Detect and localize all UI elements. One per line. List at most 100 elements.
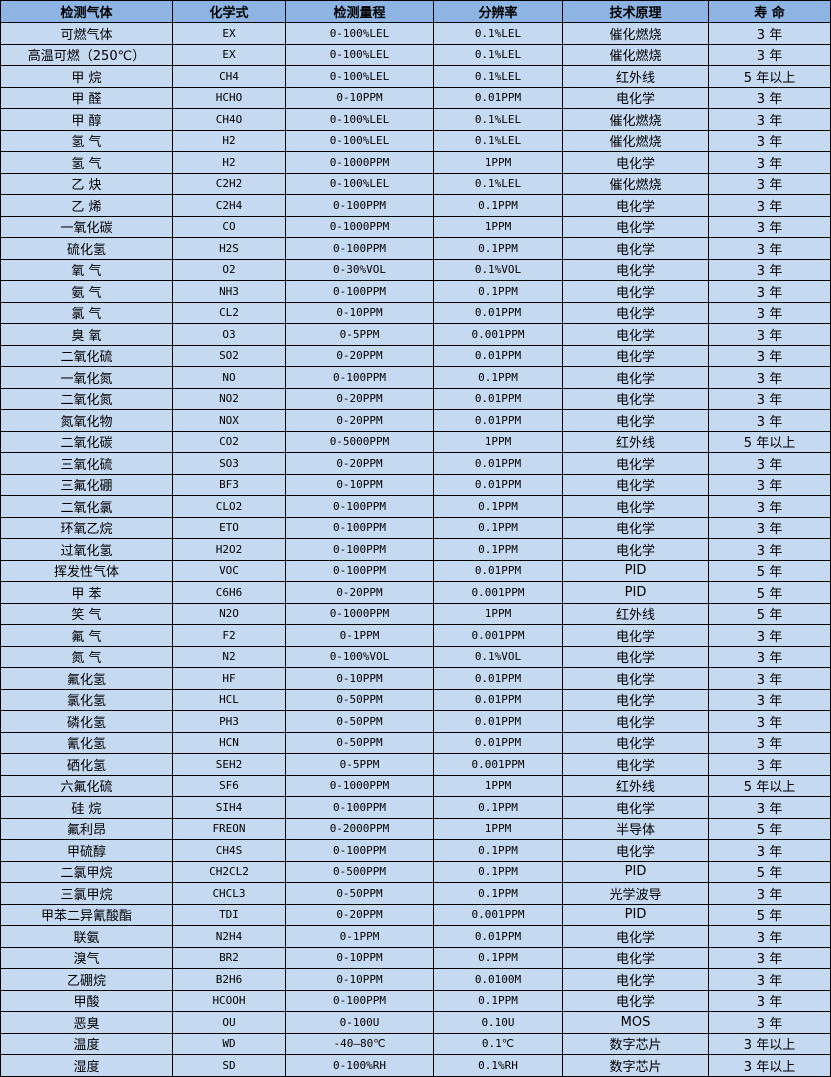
gas-name-cell: 磷化氢	[0, 710, 173, 733]
gas-name-cell: 甲硫醇	[0, 839, 173, 862]
formula-cell: WD	[172, 1032, 286, 1055]
gas-name-cell: 环氧乙烷	[0, 516, 173, 539]
resolution-cell: 0.1PPM	[433, 237, 563, 260]
lifetime-cell: 3 年	[708, 839, 831, 862]
range-cell: 0-1000PPM	[285, 602, 434, 625]
range-cell: 0-100PPM	[285, 796, 434, 819]
lifetime-cell: 3 年	[708, 645, 831, 668]
table-row: 氮 气 N2 0-100%VOL 0.1%VOL 电化学 3 年	[0, 645, 831, 668]
range-cell: 0-10PPM	[285, 473, 434, 496]
table-row: 高温可燃（250℃） EX 0-100%LEL 0.1%LEL 催化燃烧 3 年	[0, 43, 831, 66]
range-cell: 0-100%VOL	[285, 645, 434, 668]
gas-name-cell: 甲苯二异氰酸酯	[0, 903, 173, 926]
table-row: 二氧化氯 CLO2 0-100PPM 0.1PPM 电化学 3 年	[0, 495, 831, 518]
lifetime-cell: 5 年	[708, 602, 831, 625]
table-row: 一氧化碳 CO 0-1000PPM 1PPM 电化学 3 年	[0, 215, 831, 238]
lifetime-cell: 5 年以上	[708, 65, 831, 88]
range-cell: 0-500PPM	[285, 860, 434, 883]
table-row: 过氧化氢 H2O2 0-100PPM 0.1PPM 电化学 3 年	[0, 538, 831, 561]
resolution-cell: 0.01PPM	[433, 452, 563, 475]
lifetime-cell: 3 年	[708, 409, 831, 432]
resolution-cell: 1PPM	[433, 774, 563, 797]
lifetime-cell: 5 年	[708, 860, 831, 883]
resolution-cell: 0.001PPM	[433, 753, 563, 776]
resolution-cell: 0.1PPM	[433, 516, 563, 539]
resolution-cell: 0.1PPM	[433, 538, 563, 561]
resolution-cell: 0.001PPM	[433, 624, 563, 647]
gas-name-cell: 二氧化氮	[0, 387, 173, 410]
formula-cell: C6H6	[172, 581, 286, 604]
range-cell: 0-20PPM	[285, 387, 434, 410]
formula-cell: HCOOH	[172, 989, 286, 1012]
gas-name-cell: 甲 苯	[0, 581, 173, 604]
lifetime-cell: 3 年	[708, 129, 831, 152]
lifetime-cell: 3 年	[708, 538, 831, 561]
lifetime-cell: 3 年	[708, 86, 831, 109]
lifetime-cell: 3 年	[708, 753, 831, 776]
range-cell: 0-100%RH	[285, 1054, 434, 1077]
lifetime-cell: 3 年	[708, 280, 831, 303]
principle-cell: MOS	[562, 1011, 709, 1034]
principle-cell: 电化学	[562, 301, 709, 324]
gas-name-cell: 恶臭	[0, 1011, 173, 1034]
formula-cell: SEH2	[172, 753, 286, 776]
header-gas: 检测气体	[0, 0, 173, 23]
table-row: 二氧化氮 NO2 0-20PPM 0.01PPM 电化学 3 年	[0, 387, 831, 410]
range-cell: 0-20PPM	[285, 409, 434, 432]
formula-cell: H2	[172, 151, 286, 174]
lifetime-cell: 3 年	[708, 258, 831, 281]
range-cell: 0-20PPM	[285, 903, 434, 926]
resolution-cell: 0.01PPM	[433, 710, 563, 733]
resolution-cell: 0.01PPM	[433, 559, 563, 582]
lifetime-cell: 5 年	[708, 903, 831, 926]
header-row: 检测气体 化学式 检测量程 分辨率 技术原理寿 命	[0, 0, 831, 23]
formula-cell: O2	[172, 258, 286, 281]
resolution-cell: 0.1%VOL	[433, 258, 563, 281]
gas-name-cell: 氮氧化物	[0, 409, 173, 432]
resolution-cell: 1PPM	[433, 430, 563, 453]
table-row: 挥发性气体 VOC 0-100PPM 0.01PPM PID 5 年	[0, 559, 831, 582]
header-lifetime: 寿 命	[708, 0, 831, 23]
principle-cell: 电化学	[562, 151, 709, 174]
principle-cell: 电化学	[562, 710, 709, 733]
principle-cell: 电化学	[562, 409, 709, 432]
formula-cell: CH4S	[172, 839, 286, 862]
formula-cell: H2O2	[172, 538, 286, 561]
gas-name-cell: 氯化氢	[0, 688, 173, 711]
range-cell: 0-100%LEL	[285, 43, 434, 66]
table-row: 氨 气 NH3 0-100PPM 0.1PPM 电化学 3 年	[0, 280, 831, 303]
table-row: 氟利昂 FREON 0-2000PPM 1PPM 半导体 5 年	[0, 817, 831, 840]
formula-cell: F2	[172, 624, 286, 647]
range-cell: 0-100PPM	[285, 237, 434, 260]
table-row: 氧 气 O2 0-30%VOL 0.1%VOL 电化学 3 年	[0, 258, 831, 281]
table-row: 硒化氢 SEH2 0-5PPM 0.001PPM 电化学 3 年	[0, 753, 831, 776]
lifetime-cell: 3 年	[708, 495, 831, 518]
lifetime-cell: 3 年	[708, 22, 831, 45]
table-row: 一氧化氮 NO 0-100PPM 0.1PPM 电化学 3 年	[0, 366, 831, 389]
table-row: 乙 烯 C2H4 0-100PPM 0.1PPM 电化学 3 年	[0, 194, 831, 217]
formula-cell: PH3	[172, 710, 286, 733]
lifetime-cell: 3 年	[708, 387, 831, 410]
table-row: 硫化氢 H2S 0-100PPM 0.1PPM 电化学 3 年	[0, 237, 831, 260]
formula-cell: NO	[172, 366, 286, 389]
gas-name-cell: 二氯甲烷	[0, 860, 173, 883]
formula-cell: CH4	[172, 65, 286, 88]
principle-cell: 电化学	[562, 753, 709, 776]
principle-cell: 电化学	[562, 258, 709, 281]
table-row: 二氧化硫 SO2 0-20PPM 0.01PPM 电化学 3 年	[0, 344, 831, 367]
gas-name-cell: 溴气	[0, 946, 173, 969]
table-row: 甲 苯 C6H6 0-20PPM 0.001PPM PID 5 年	[0, 581, 831, 604]
principle-cell: 电化学	[562, 645, 709, 668]
gas-name-cell: 一氧化氮	[0, 366, 173, 389]
formula-cell: HCL	[172, 688, 286, 711]
range-cell: 0-5000PPM	[285, 430, 434, 453]
principle-cell: 电化学	[562, 667, 709, 690]
lifetime-cell: 3 年	[708, 667, 831, 690]
resolution-cell: 1PPM	[433, 602, 563, 625]
lifetime-cell: 3 年	[708, 237, 831, 260]
resolution-cell: 0.1PPM	[433, 194, 563, 217]
resolution-cell: 0.01PPM	[433, 688, 563, 711]
resolution-cell: 0.01PPM	[433, 925, 563, 948]
table-row: 乙 炔 C2H2 0-100%LEL 0.1%LEL 催化燃烧 3 年	[0, 172, 831, 195]
range-cell: 0-10PPM	[285, 946, 434, 969]
